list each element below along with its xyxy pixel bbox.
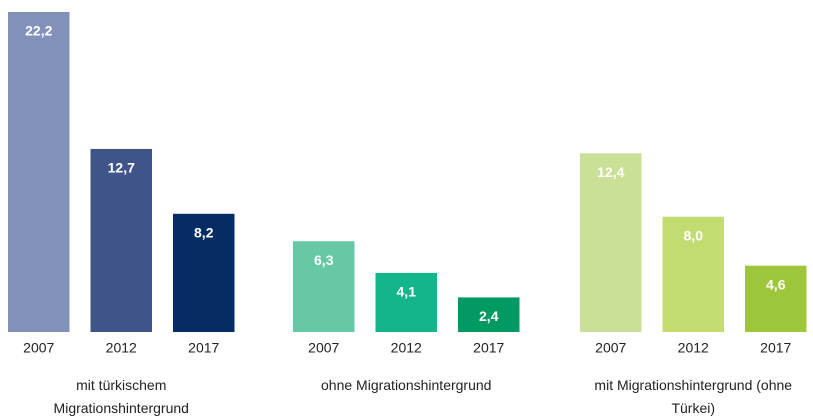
x-tick-label: 2007 [308, 340, 339, 356]
value-label: 8,2 [194, 225, 214, 241]
value-label: 12,4 [597, 164, 624, 180]
x-tick-label: 2012 [678, 340, 709, 356]
bar [173, 213, 235, 332]
group-label: ohne Migrationshintergrund [321, 377, 492, 393]
bar [662, 216, 724, 332]
x-tick-label: 2017 [473, 340, 504, 356]
x-tick-label: 2007 [595, 340, 626, 356]
bar [293, 241, 355, 332]
x-tick-label: 2017 [188, 340, 219, 356]
group-label: mit Migrationshintergrund (ohne Türkei) [594, 377, 793, 416]
x-tick-label: 2007 [23, 340, 54, 356]
bar [745, 265, 807, 332]
value-label: 22,2 [25, 23, 52, 39]
value-label: 4,1 [397, 284, 417, 300]
x-tick-label: 2017 [760, 340, 791, 356]
value-label: 2,4 [479, 308, 499, 324]
bar [90, 148, 152, 332]
bar [8, 12, 70, 332]
value-label: 12,7 [108, 160, 135, 176]
bar [580, 153, 642, 332]
x-tick-label: 2012 [106, 340, 137, 356]
group-label: mit türkischem Migrationshintergrund [53, 377, 189, 416]
bar [458, 297, 520, 332]
value-label: 4,6 [766, 276, 786, 292]
x-tick-label: 2012 [391, 340, 422, 356]
value-label: 8,0 [684, 227, 704, 243]
value-label: 6,3 [314, 252, 334, 268]
bar [375, 272, 437, 332]
